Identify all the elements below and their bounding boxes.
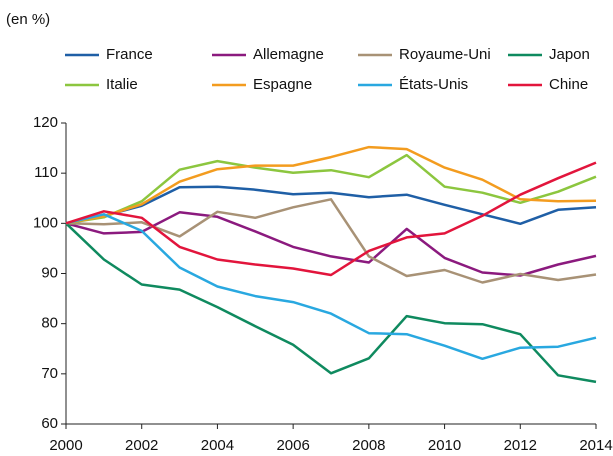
x-tick-label: 2012 [504,437,537,454]
series-line [65,222,597,384]
x-tick-label: 2002 [125,437,158,454]
legend-label: Allemagne [253,46,324,63]
y-tick-label: 60 [41,415,58,432]
y-tick-label: 120 [33,114,58,131]
x-tick-label: 2008 [352,437,385,454]
series-line [65,153,597,225]
series-line [65,145,597,225]
x-tick-label: 2014 [579,437,612,454]
legend-label: Royaume-Uni [399,46,491,63]
series-line [65,211,597,277]
legend-label: France [106,46,153,63]
y-tick-label: 70 [41,365,58,382]
y-tick-label: 80 [41,315,58,332]
x-tick-label: 2006 [276,437,309,454]
unit-label: (en %) [6,11,50,28]
series-line [65,185,597,226]
legend-label: Espagne [253,76,312,93]
series-line [65,213,597,361]
legend-label: Italie [106,76,138,93]
series-line [65,198,597,284]
x-tick-label: 2010 [428,437,461,454]
series-line [65,161,597,277]
legend-label: Japon [549,46,590,63]
legend-label: États-Unis [399,76,468,93]
x-tick-label: 2004 [201,437,234,454]
x-tick-label: 2000 [49,437,82,454]
y-tick-label: 90 [41,264,58,281]
y-tick-label: 110 [34,164,58,181]
legend-label: Chine [549,76,588,93]
y-tick-label: 100 [33,214,58,231]
